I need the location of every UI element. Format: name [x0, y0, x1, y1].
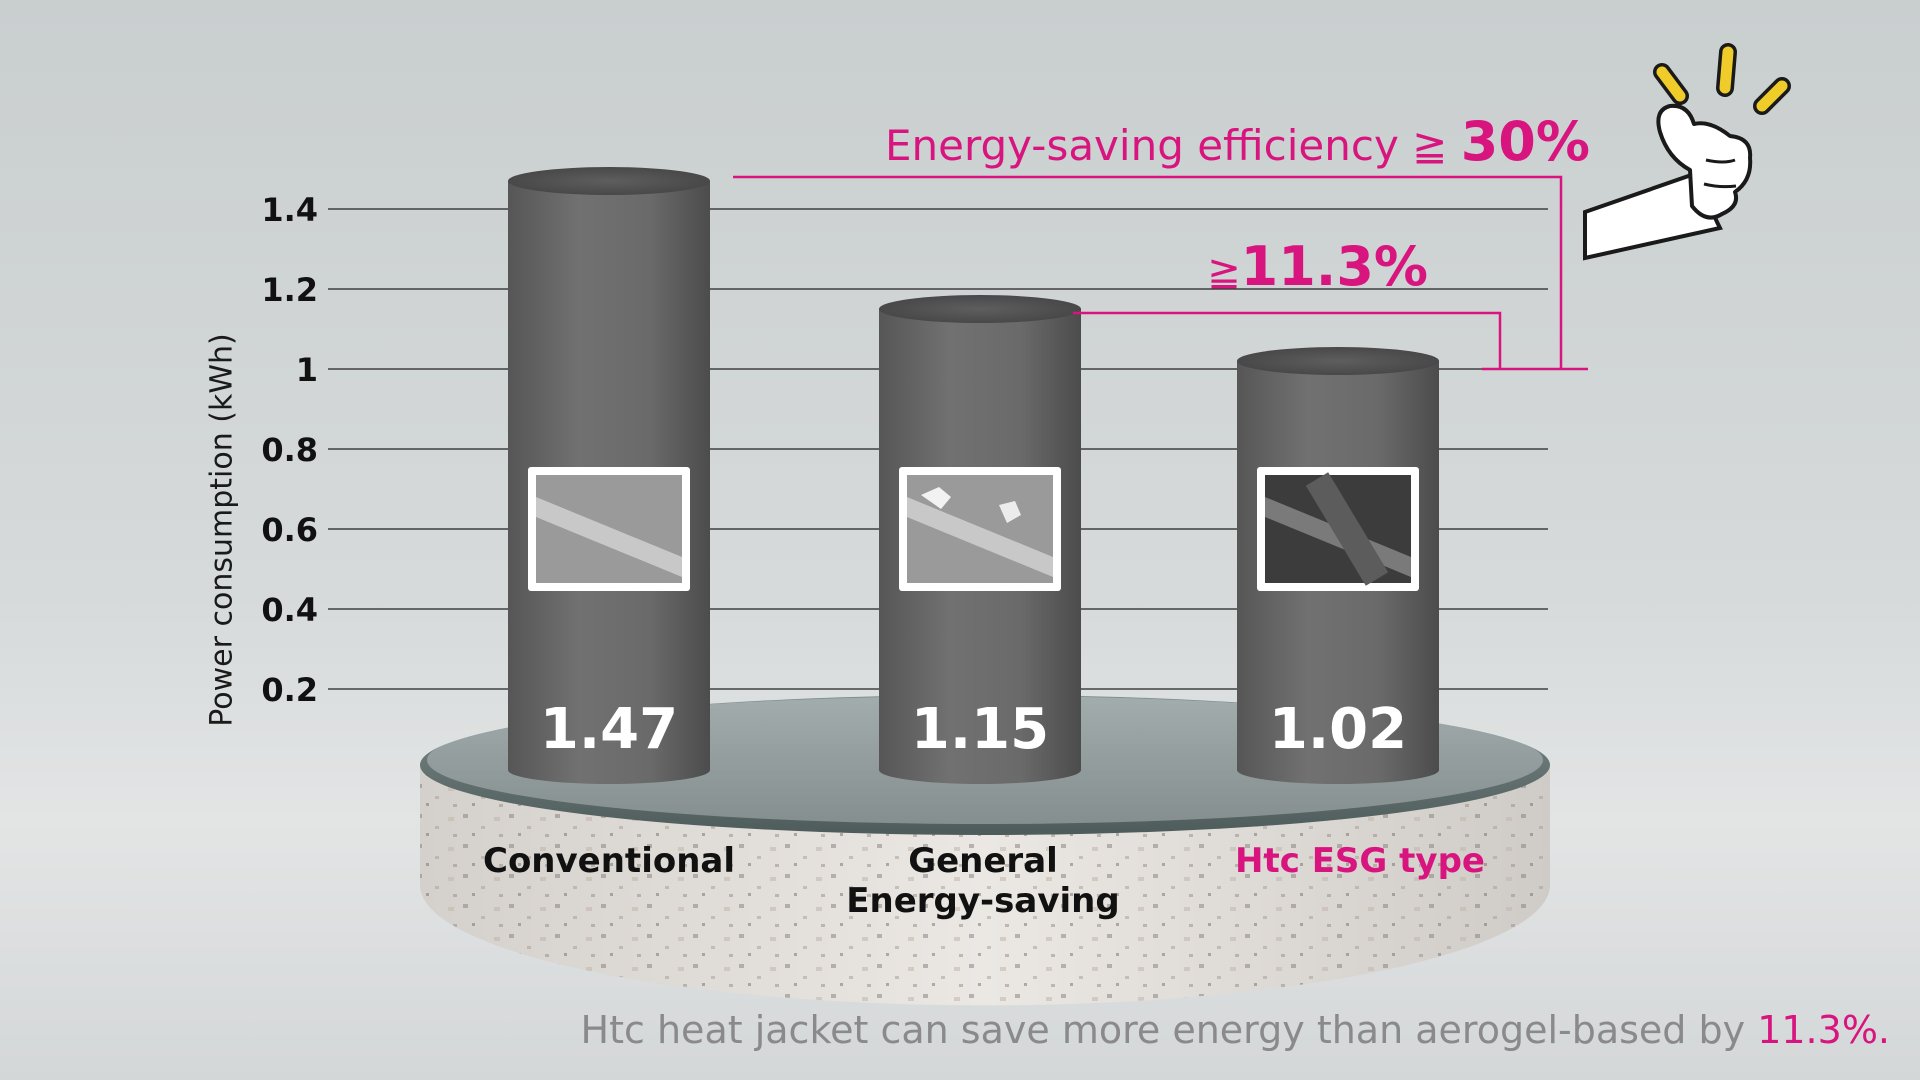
- fiber-particle: [999, 501, 1021, 523]
- bar-3: 1.02: [1237, 347, 1439, 784]
- fiber-particle: [921, 487, 951, 509]
- category-label-line: Energy-saving: [846, 881, 1120, 921]
- y-tick-label: 1: [296, 351, 318, 389]
- bar-value-label: 1.02: [1269, 697, 1407, 762]
- category-label-line: Htc ESG type: [1235, 841, 1485, 881]
- bar-top: [879, 295, 1081, 323]
- bars: 1.47 1.15 1.02: [508, 167, 1439, 784]
- footer-caption: Htc heat jacket can save more energy tha…: [581, 1008, 1890, 1052]
- footer-highlight: 11.3%.: [1757, 1008, 1890, 1052]
- y-tick-label: 1.4: [261, 191, 318, 229]
- y-tick-label: 1.2: [261, 271, 318, 309]
- bar-2: 1.15: [879, 295, 1081, 784]
- annotation-value: 30%: [1460, 110, 1590, 173]
- bracket-11-percent: [1073, 311, 1518, 371]
- y-tick-label: 0.2: [261, 671, 318, 709]
- bar-value-label: 1.15: [911, 697, 1049, 762]
- annotation-30-percent: Energy-saving efficiency ≧ 30%: [885, 110, 1590, 173]
- fiber-strand: [907, 497, 1053, 577]
- thumbs-up-icon: [1583, 43, 1791, 261]
- category-label-line: Conventional: [482, 841, 736, 881]
- annotation-text: ≧: [1207, 249, 1241, 295]
- annotation-brackets: [733, 175, 1588, 371]
- bar-1: 1.47: [508, 167, 710, 784]
- annotation-text: Energy-saving efficiency ≧: [884, 121, 1461, 170]
- bar-top: [508, 167, 710, 195]
- y-tick-label: 0.4: [261, 591, 318, 629]
- annotation-11-percent: ≧11.3%: [1207, 235, 1428, 298]
- fiber-strand: [536, 497, 682, 577]
- bracket-30-percent: [733, 175, 1588, 371]
- category-label-line: General: [908, 841, 1058, 881]
- bar-value-label: 1.47: [540, 697, 678, 762]
- category-label-htc-esg: Htc ESG type: [1235, 841, 1485, 881]
- y-tick-label: 0.6: [261, 511, 318, 549]
- fiber-strand: [1305, 472, 1389, 586]
- category-label-general: General Energy-saving: [846, 841, 1119, 921]
- y-tick-label: 0.8: [261, 431, 318, 469]
- annotation-value: 11.3%: [1240, 235, 1428, 298]
- footer-text: Htc heat jacket can save more energy tha…: [580, 1008, 1758, 1052]
- y-axis-label: Power consumption (kWh): [204, 333, 240, 727]
- bar-top: [1237, 347, 1439, 375]
- y-axis-ticks: 1.4 1.2 1 0.8 0.6 0.4 0.2: [261, 191, 318, 709]
- category-label-conventional: Conventional: [483, 841, 735, 881]
